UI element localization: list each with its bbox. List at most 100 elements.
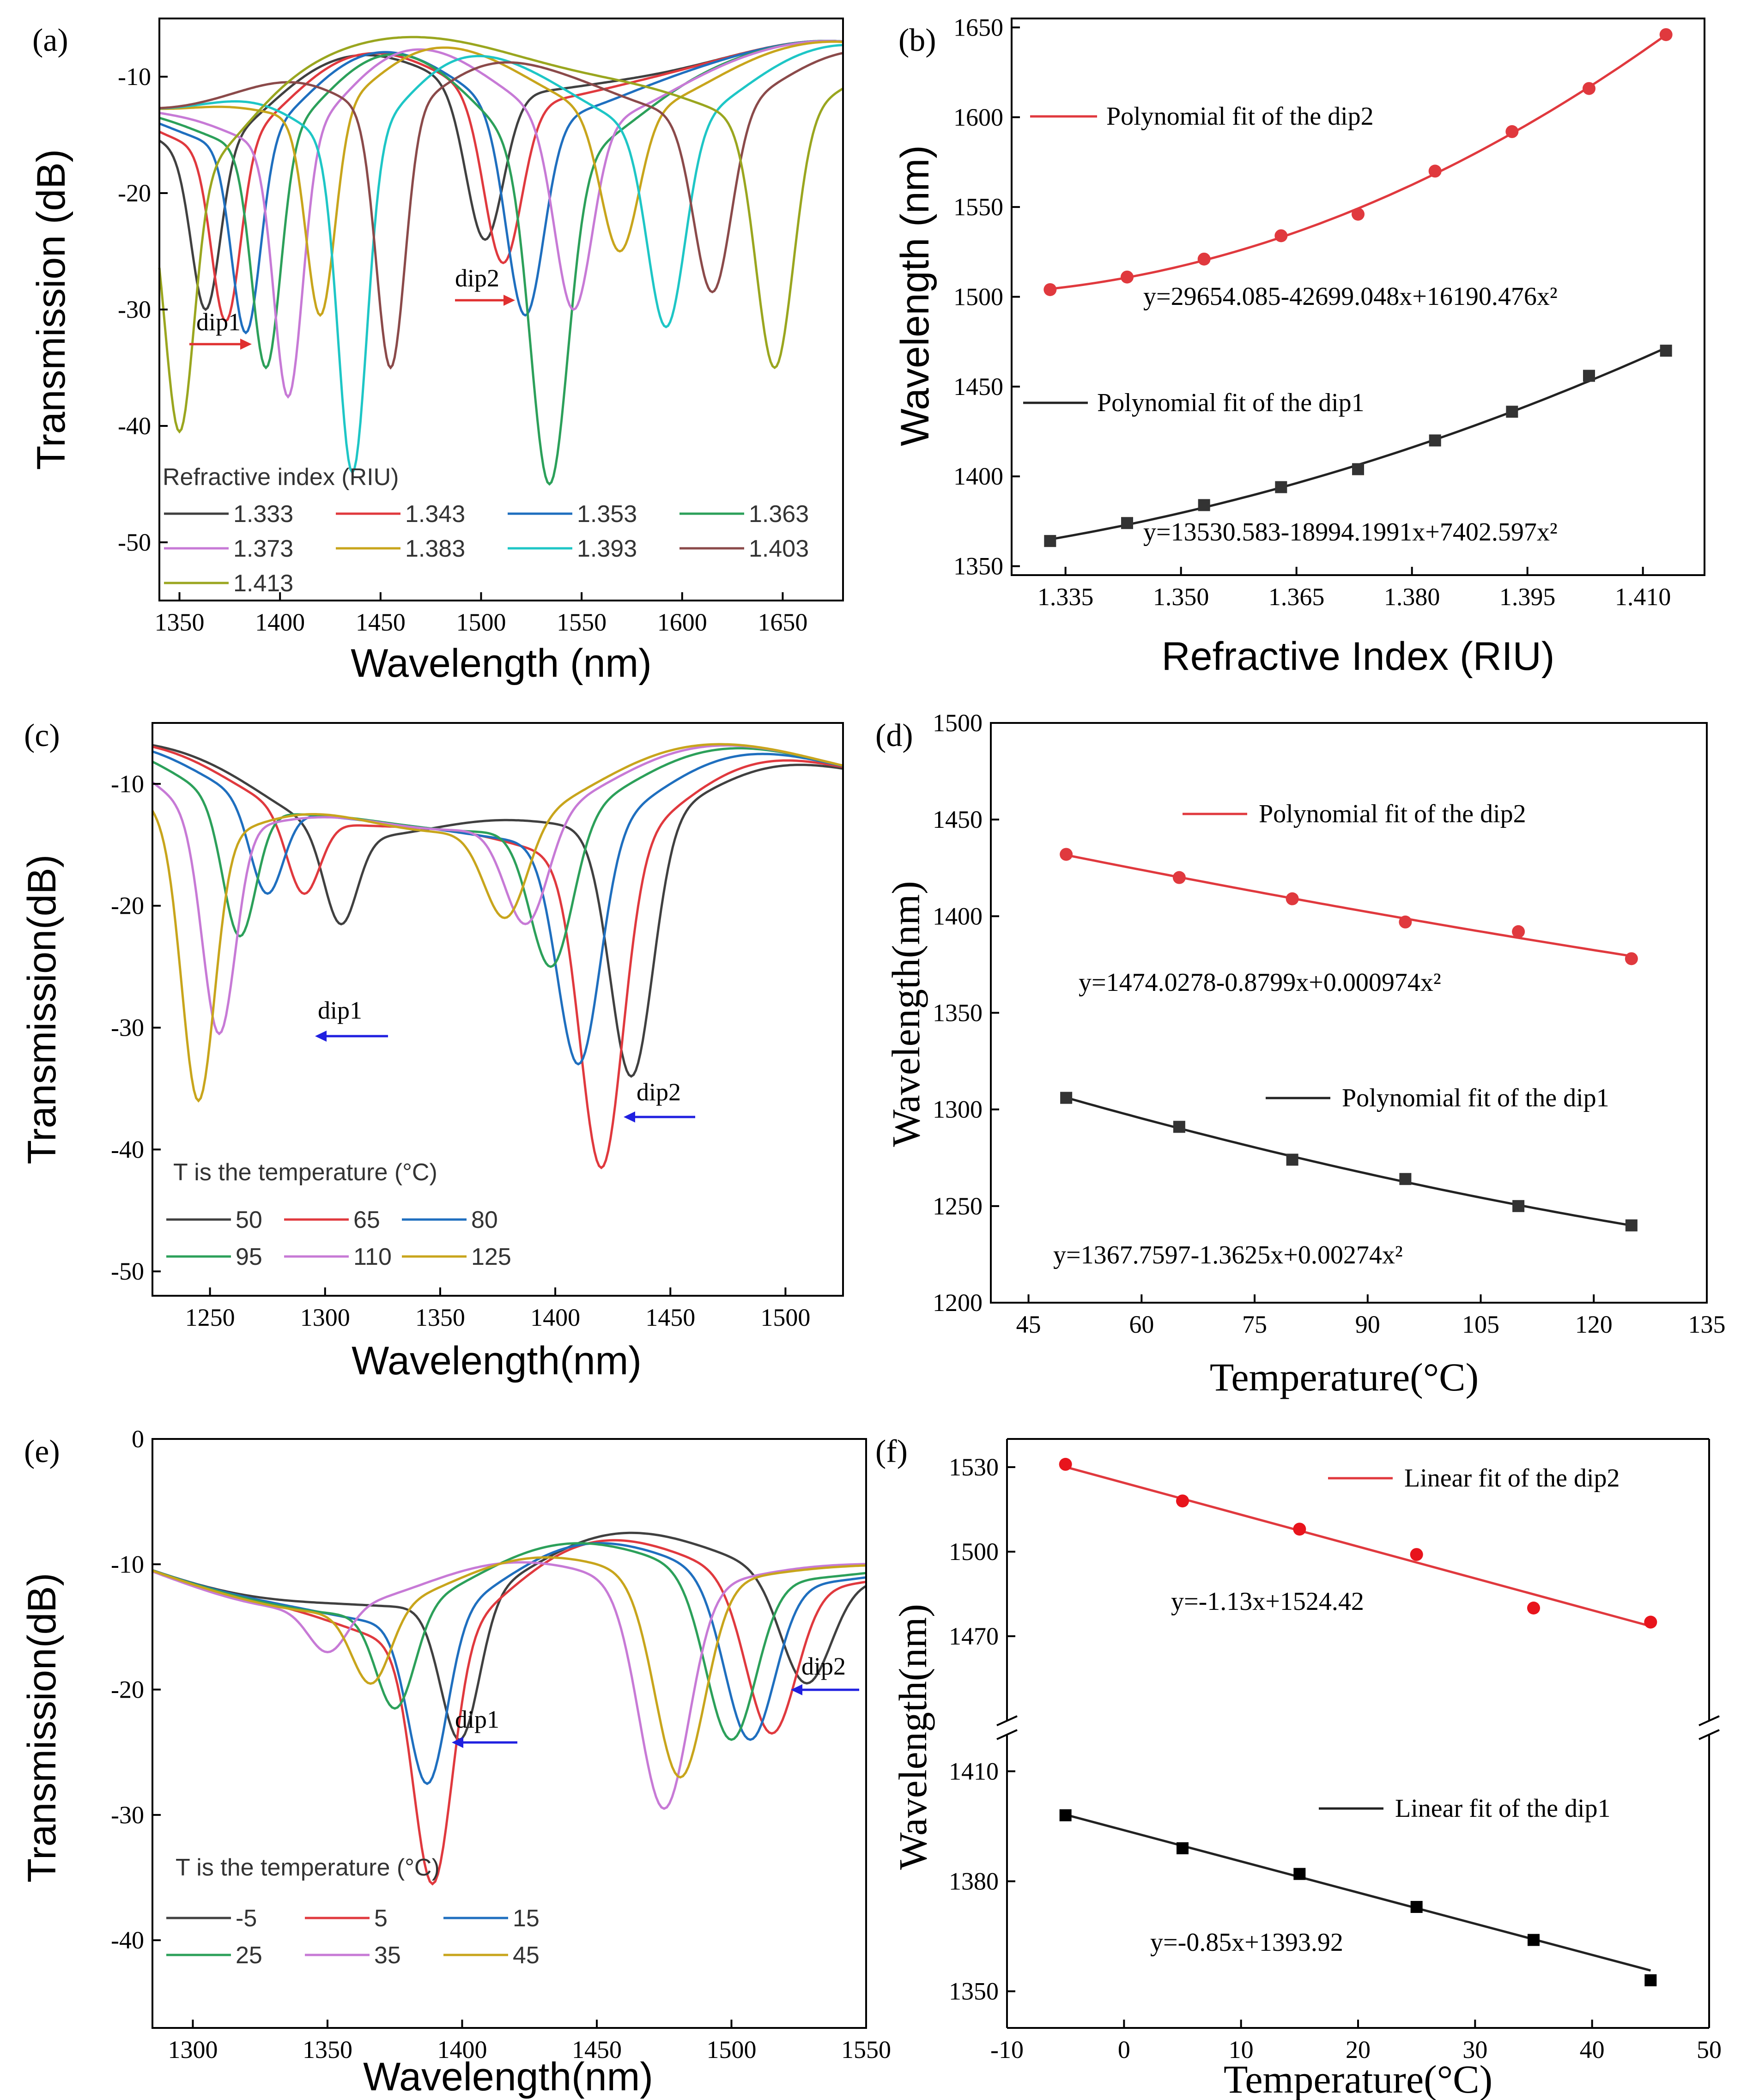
x-tick-label: 135 [1688, 1311, 1726, 1338]
data-point-dip2 [1583, 82, 1595, 95]
x-tick-label: 1550 [841, 2036, 891, 2064]
y-tick-label: -40 [118, 412, 151, 440]
x-tick-label: 1600 [657, 608, 707, 636]
panel-a-letter: (a) [32, 23, 68, 58]
data-point-dip1 [1410, 1901, 1423, 1913]
data-point-dip2 [1625, 952, 1638, 965]
data-point-dip2 [1399, 915, 1412, 929]
y-tick-label: 1500 [953, 283, 1003, 311]
y-tick-label: 1380 [949, 1868, 999, 1895]
y-tick-label: -10 [118, 63, 151, 91]
panel-f-equation-dip2: y=-1.13x+1524.42 [1171, 1587, 1364, 1616]
panel-b: (b) Refractive Index (RIU) Wavelength (n… [893, 13, 1705, 679]
x-tick-label: 1400 [437, 2036, 487, 2064]
panel-f-legend-dip2: Linear fit of the dip2 [1328, 1464, 1620, 1493]
series-line-1.373 [159, 40, 843, 399]
panel-c-plot [151, 743, 843, 1170]
x-tick-label: 45 [1016, 1311, 1041, 1338]
legend-label-65: 65 [353, 1207, 380, 1233]
x-tick-label: 1350 [155, 608, 205, 636]
panel-c-dip2-arrowhead [624, 1111, 635, 1123]
panel-e-plot [152, 1531, 867, 1886]
data-point-dip1 [1583, 370, 1595, 382]
panel-c: (c) Wavelength(nm) Transmission(dB) 1250… [20, 718, 844, 1383]
panel-f-legend-dip2-label: Linear fit of the dip2 [1404, 1464, 1620, 1493]
legend-label-95: 95 [236, 1244, 262, 1270]
panel-c-legend: T is the temperature (°C) 50 65 80 95 110 125 [166, 1159, 511, 1270]
panel-c-annotation-dip1: dip1 [315, 996, 388, 1042]
data-point-dip1 [1506, 406, 1518, 418]
panel-a-x-ticks: 1350 1400 1450 1500 1550 1600 1650 [155, 592, 807, 636]
panel-e-y-title: Transmission(dB) [20, 1573, 64, 1883]
panel-a-y-title: Transmission (dB) [29, 149, 73, 470]
y-tick-label: 1410 [949, 1757, 999, 1785]
x-tick-label: -10 [990, 2036, 1024, 2064]
panel-a-legend-items: 1.333 1.343 1.353 1.363 1.373 1.383 1.393 1.403… [164, 501, 809, 597]
panel-f-x-ticks: -10 0 10 20 30 40 50 [990, 2020, 1722, 2064]
panel-e-frame [152, 1438, 867, 2029]
y-tick-label: -20 [118, 179, 151, 207]
panel-e: (e) Wavelength(nm) Transmission(dB) 1300… [20, 1425, 891, 2099]
x-tick-label: 1.410 [1615, 583, 1671, 611]
x-tick-label: 90 [1355, 1311, 1380, 1338]
x-tick-label: 1400 [255, 608, 305, 636]
y-tick-label: 1470 [949, 1622, 999, 1650]
y-tick-label: -30 [118, 296, 151, 323]
data-point-dip2 [1176, 1494, 1189, 1508]
legend-label-1.383: 1.383 [405, 535, 465, 562]
legend-label-80: 80 [471, 1207, 498, 1233]
legend-label-25: 25 [236, 1942, 262, 1969]
panel-f-plot [1059, 1457, 1657, 1986]
y-tick-label: -50 [111, 1257, 144, 1285]
x-tick-label: 1.335 [1037, 583, 1094, 611]
data-point-dip1 [1512, 1200, 1525, 1212]
data-point-dip1 [1044, 535, 1056, 547]
panel-a-dip2-arrowhead [503, 295, 515, 306]
panel-a-annotation-dip2: dip2 [455, 264, 515, 306]
panel-a-legend: Refractive index (RIU) 1.333 1.343 1.353 1.… [163, 464, 809, 597]
data-point-dip2 [1274, 229, 1288, 243]
data-point-dip1 [1198, 499, 1210, 511]
panel-d-legend-dip2: Polynomial fit of the dip2 [1183, 800, 1526, 828]
series-line-1.413 [158, 36, 844, 434]
x-tick-label: 30 [1462, 2036, 1487, 2064]
x-tick-label: 60 [1129, 1311, 1154, 1338]
y-tick-label: 1400 [933, 902, 983, 930]
y-tick-label: 1500 [933, 709, 983, 737]
panel-b-x-ticks: 1.335 1.350 1.365 1.380 1.395 1.410 [1037, 567, 1671, 611]
panel-b-letter: (b) [898, 23, 936, 58]
x-tick-label: 20 [1346, 2036, 1371, 2064]
y-tick-label: -20 [111, 892, 144, 920]
data-point-dip2 [1527, 1602, 1540, 1614]
panel-a-dip2-label: dip2 [455, 264, 499, 292]
x-tick-label: 1500 [456, 608, 506, 636]
legend-label-1.343: 1.343 [405, 501, 465, 528]
y-tick-label: -40 [111, 1135, 144, 1163]
x-tick-label: 1650 [758, 608, 807, 636]
panel-c-letter: (c) [24, 718, 60, 753]
x-tick-label: 1.365 [1268, 583, 1325, 611]
data-point-dip2 [1286, 892, 1299, 905]
x-tick-label: 10 [1229, 2036, 1254, 2064]
x-tick-label: 1500 [760, 1304, 810, 1331]
panel-c-annotation-dip2: dip2 [624, 1078, 695, 1123]
y-tick-label: 1200 [933, 1289, 983, 1317]
legend-label-1.353: 1.353 [577, 501, 637, 528]
panel-f-axis-break-right [1698, 1715, 1720, 1740]
x-tick-label: 1.350 [1153, 583, 1209, 611]
x-tick-label: 1.395 [1499, 583, 1556, 611]
panel-b-equation-dip1: y=13530.583-18994.1991x+7402.597x² [1143, 518, 1558, 546]
panel-e-dip1-arrowhead [452, 1737, 463, 1748]
panel-d: (d) Temperature(°C) Wavelength(nm) 45 60 7… [875, 709, 1726, 1399]
legend-label-15: 15 [513, 1905, 540, 1932]
panel-b-x-title: Refractive Index (RIU) [1162, 634, 1555, 679]
legend-label-1.393: 1.393 [577, 535, 637, 562]
data-point-dip1 [1121, 517, 1133, 529]
data-point-dip1 [1399, 1173, 1412, 1185]
legend-label--5: -5 [236, 1905, 257, 1932]
panel-e-annotation-dip2: dip2 [791, 1652, 859, 1695]
panel-d-y-ticks: 1500 1450 1400 1350 1300 1250 1200 [933, 709, 999, 1317]
data-point-dip1 [1625, 1219, 1638, 1232]
